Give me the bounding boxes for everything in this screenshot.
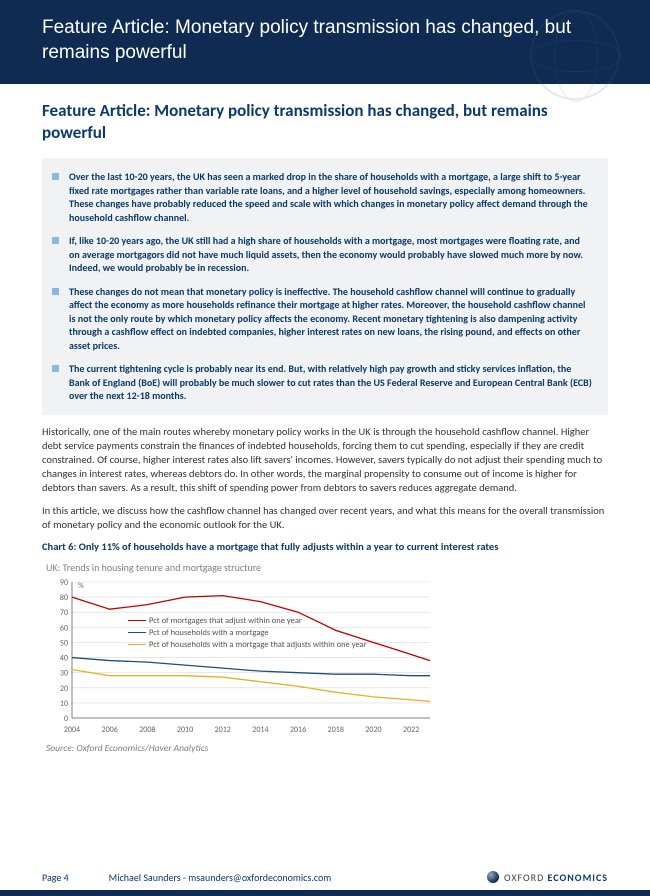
svg-text:2018: 2018 xyxy=(328,725,344,735)
legend-item: Pct of households with a mortgage that a… xyxy=(128,640,367,650)
chart-subtitle: UK: Trends in housing tenure and mortgag… xyxy=(46,561,608,574)
bullet-marker xyxy=(52,173,59,180)
bullet-item: These changes do not mean that monetary … xyxy=(52,285,592,353)
brand-word-2: ECONOMICS xyxy=(548,871,609,884)
svg-text:80: 80 xyxy=(60,593,68,603)
chart-source: Source: Oxford Economics/Haver Analytics xyxy=(46,742,608,754)
bullet-text: Over the last 10-20 years, the UK has se… xyxy=(69,170,592,224)
globe-icon xyxy=(487,871,499,883)
bullet-item: Over the last 10-20 years, the UK has se… xyxy=(52,170,592,224)
summary-box: Over the last 10-20 years, the UK has se… xyxy=(42,158,608,415)
svg-text:2006: 2006 xyxy=(102,725,118,735)
svg-text:2022: 2022 xyxy=(403,725,419,735)
brand-word-1: OXFORD xyxy=(504,871,544,884)
bullet-text: These changes do not mean that monetary … xyxy=(69,285,592,353)
page-number: Page 4 xyxy=(42,871,69,884)
brand-logo: OXFORD ECONOMICS xyxy=(487,871,608,884)
header-band: Feature Article: Monetary policy transmi… xyxy=(0,0,650,84)
chart-svg: 0 10 20 30 40 50 60 70 80 90% 2004 2006 2008 2010 2012… xyxy=(46,576,436,736)
svg-text:50: 50 xyxy=(60,638,68,648)
svg-text:70: 70 xyxy=(60,608,68,618)
content-area: Feature Article: Monetary policy transmi… xyxy=(0,84,650,754)
body-paragraph: In this article, we discuss how the cash… xyxy=(42,504,608,532)
svg-text:40: 40 xyxy=(60,653,68,663)
legend-item: Pct of households with a mortgage xyxy=(128,628,269,638)
bullet-marker xyxy=(52,288,59,295)
bullet-text: The current tightening cycle is probably… xyxy=(69,362,592,403)
svg-text:2008: 2008 xyxy=(139,725,155,735)
chart: 0 10 20 30 40 50 60 70 80 90% 2004 2006 2008 2010 2012… xyxy=(46,576,436,736)
svg-text:0: 0 xyxy=(64,714,68,724)
svg-text:30: 30 xyxy=(60,669,68,679)
bullet-item: The current tightening cycle is probably… xyxy=(52,362,592,403)
chart-title: Chart 6: Only 11% of households have a m… xyxy=(42,540,608,553)
svg-text:2012: 2012 xyxy=(215,725,231,735)
svg-text:2020: 2020 xyxy=(365,725,381,735)
header-title: Feature Article: Monetary policy transmi… xyxy=(42,16,608,65)
legend-item: Pct of mortgages that adjust within one … xyxy=(128,616,302,626)
svg-text:2004: 2004 xyxy=(64,725,80,735)
footer-contact: Michael Saunders - msaunders@oxfordecono… xyxy=(109,871,332,884)
svg-text:2016: 2016 xyxy=(290,725,306,735)
body-paragraph: Historically, one of the main routes whe… xyxy=(42,425,608,496)
svg-text:90: 90 xyxy=(60,578,68,588)
svg-text:2014: 2014 xyxy=(252,725,268,735)
svg-text:60: 60 xyxy=(60,623,68,633)
article-subtitle: Feature Article: Monetary policy transmi… xyxy=(42,100,608,144)
bullet-item: If, like 10-20 years ago, the UK still h… xyxy=(52,234,592,275)
bullet-text: If, like 10-20 years ago, the UK still h… xyxy=(69,234,592,275)
svg-text:%: % xyxy=(78,581,84,591)
svg-text:10: 10 xyxy=(60,699,68,709)
svg-text:2010: 2010 xyxy=(177,725,193,735)
bullet-marker xyxy=(52,365,59,372)
svg-text:20: 20 xyxy=(60,684,68,694)
footer: Page 4 Michael Saunders - msaunders@oxfo… xyxy=(0,864,650,896)
globe-decoration xyxy=(530,10,620,100)
bullet-marker xyxy=(52,237,59,244)
